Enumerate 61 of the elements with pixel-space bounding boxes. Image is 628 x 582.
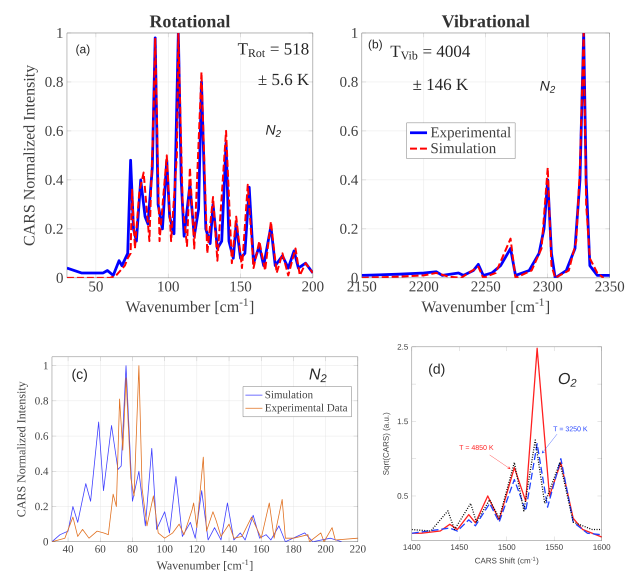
x-tick-label: 100 [158,282,179,292]
x-tick-label: 200 [302,282,324,292]
y-tick-label: 0 [56,272,63,284]
y-tick-label: 0.4 [35,468,48,476]
annotation: (b) [368,40,382,51]
x-tick-label: 40 [62,545,74,553]
x-tick-label: 100 [157,545,172,553]
y-tick-label: 0.2 [340,224,358,234]
x-tick-label: 220 [350,545,366,553]
annotation: ± 5.6 K [258,74,310,86]
x-tick-label: 160 [254,545,270,553]
x-tick-label: 50 [89,282,103,292]
x-tick-label: 2300 [533,282,562,292]
x-tick-label: 150 [230,282,252,292]
y-tick-label: 1 [352,28,358,38]
y-tick-label: 0.4 [340,174,358,186]
annotation: (d) [429,364,444,377]
x-tick-label: 2200 [409,282,438,292]
x-tick-label: 200 [318,545,334,553]
y-tick-label: 0.2 [35,502,48,510]
chart-title: Rotational [150,14,230,28]
y-tick-label: 0.8 [45,77,63,88]
y-tick-label: 0.8 [340,77,358,88]
x-axis-title: Wavenumber [cm$^{-1}$] [125,298,254,314]
x-tick-label: 140 [222,545,237,553]
x-tick-label: 120 [190,545,205,553]
x-axis-title: Wavenumber [cm$^{-1}$] [421,298,549,314]
y-tick-label: 1 [44,362,48,370]
y-tick-label: 1 [57,28,63,38]
x-tick-label: 2350 [595,282,624,292]
y-tick-label: 0.6 [35,432,48,440]
annotation: N$_{2}$ [309,368,327,382]
chart-title: Vibrational [442,14,530,28]
annotation: T$_{Vib}$ = 4004 [390,46,470,60]
line-series [412,348,602,538]
x-tick-label: 2250 [471,282,500,292]
x-tick-label: 180 [286,545,302,553]
legend-label: Experimental [430,126,511,141]
y-tick-label: 0.4 [45,174,64,186]
annotation: (a) [76,44,90,56]
x-tick-label: 60 [95,545,106,553]
annotation: O$_{2}$ [558,373,576,387]
legend-label: Simulation [266,390,313,398]
y-tick-label: 0 [43,538,48,546]
annotation: N$_{2}$ [540,81,556,93]
y-tick-label: 0.6 [340,126,358,136]
annotation: (c) [72,368,87,382]
legend-label: Simulation [431,142,496,154]
x-tick-label: 80 [127,545,138,553]
legend-label: Experimental Data [265,404,348,414]
y-tick-label: 0 [351,272,358,284]
x-tick-label: 2150 [347,282,376,292]
annotation: T$_{Rot}$ = 518 [238,43,309,58]
y-axis-title: CARS Normalized Intensity [23,64,38,246]
y-tick-label: 0.2 [45,224,63,234]
annotation: ± 146 K [413,78,468,90]
annotation: N$_{2}$ [266,125,281,137]
x-axis-title: Wavenumber [cm$^{-1}$] [156,560,252,572]
y-tick-label: 0.6 [45,126,63,136]
y-axis-title: CARS Normalized Intensity [16,382,28,517]
y-tick-label: 0.8 [35,397,48,405]
